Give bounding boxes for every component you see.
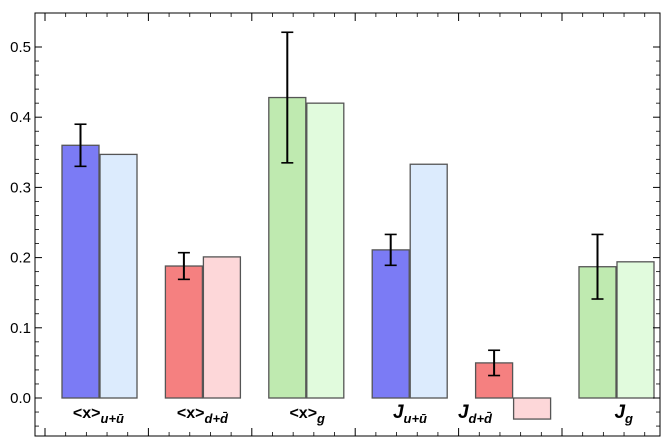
- bar: [306, 102, 345, 399]
- y-tick-label: 0.2: [10, 250, 31, 267]
- bar: [616, 261, 655, 399]
- bar: [99, 153, 138, 399]
- bar: [409, 163, 448, 399]
- x-axis: <x>u+ū <x>d+d̄ <x>g Ju+ū Jd+d̄ Jg: [44, 13, 646, 436]
- bar: [512, 397, 552, 420]
- category-label: Jd+d̄: [458, 402, 493, 426]
- category-label: Jg: [614, 402, 633, 426]
- category-label: <x>u+ū: [73, 405, 124, 426]
- y-tick-label: 0.0: [10, 390, 31, 407]
- bar: [371, 249, 410, 399]
- plot-frame: [34, 12, 661, 437]
- y-tick-label: 0.5: [10, 39, 31, 56]
- error-bars-layer: [74, 31, 604, 377]
- bar: [164, 265, 204, 399]
- category-label: <x>g: [289, 405, 325, 426]
- bars-layer: [61, 96, 655, 420]
- bar: [202, 256, 242, 399]
- y-tick-label: 0.4: [10, 109, 31, 126]
- bar: [61, 144, 100, 399]
- y-tick-label: 0.3: [10, 179, 31, 196]
- category-label: Ju+ū: [393, 402, 427, 426]
- y-tick-label: 0.1: [10, 320, 31, 337]
- category-label: <x>d+d̄: [177, 405, 229, 426]
- y-axis: 0.0 0.1 0.2 0.3 0.4 0.5: [10, 39, 660, 427]
